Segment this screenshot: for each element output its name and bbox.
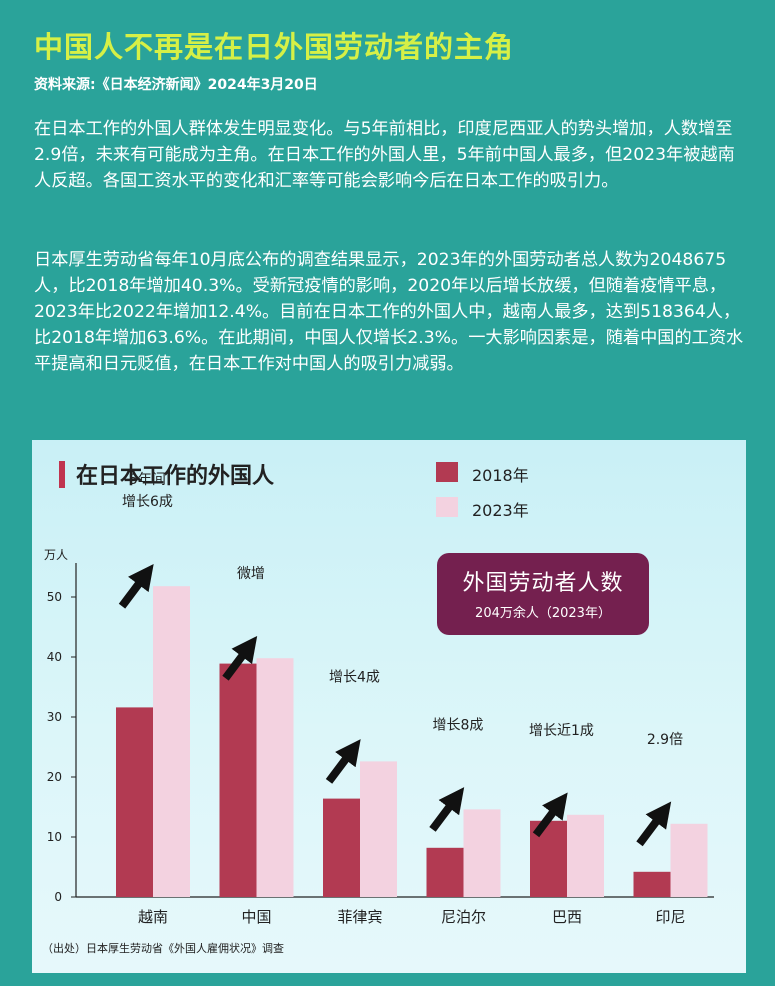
bar-2023 (153, 586, 190, 897)
chart-title: 在日本工作的外国人 (76, 464, 275, 489)
y-tick-label: 50 (47, 590, 62, 604)
bar-2018 (219, 663, 257, 897)
article-paragraph-1: 在日本工作的外国人群体发生明显变化。与5年前相比，印度尼西亚人的势头增加，人数增… (34, 119, 735, 191)
chart-title-accent (59, 461, 65, 488)
growth-annotation-text: 增长近1成 (529, 723, 594, 739)
growth-annotation-text: 增长8成 (432, 717, 483, 733)
bar-2023 (360, 761, 397, 897)
y-tick-label: 40 (47, 650, 62, 664)
growth-arrow-icon (532, 792, 568, 838)
callout-subtitle: 204万余人（2023年） (475, 606, 611, 621)
total-workers-callout: 外国劳动者人数 204万余人（2023年） (437, 553, 649, 635)
y-tick-label: 20 (47, 770, 62, 784)
y-tick-label: 30 (47, 710, 62, 724)
x-tick-label: 中国 (241, 908, 271, 926)
x-tick-label: 越南 (138, 908, 168, 926)
growth-arrow-icon (636, 801, 672, 847)
growth-annotation-text: 增长4成 (329, 669, 380, 685)
growth-annotation-text: 2.9倍 (647, 732, 683, 748)
growth-annotation-text: 5年间 (129, 472, 166, 488)
page-title: 中国人不再是在日外国劳动者的主角 (34, 30, 515, 64)
x-tick-label: 尼泊尔 (441, 908, 486, 926)
y-tick-label: 10 (47, 830, 62, 844)
bar-2018 (633, 871, 671, 897)
bar-2018 (116, 707, 153, 897)
bar-2023 (567, 814, 604, 897)
x-tick-label: 巴西 (552, 908, 582, 926)
legend-swatch-2023 (436, 497, 458, 517)
source-line: 资料来源:《日本经济新闻》2024年3月20日 (34, 77, 318, 93)
bar-2023 (256, 658, 294, 897)
growth-annotation-text: 微增 (237, 566, 265, 582)
x-tick-label: 菲律宾 (337, 908, 382, 926)
legend-label-2023: 2023年 (472, 501, 529, 520)
chart-panel: 在日本工作的外国人 2018年 2023年 万人 0 10 20 30 40 50 越南 5年… (32, 440, 746, 973)
article-paragraph-2: 日本厚生劳动省每年10月底公布的调查结果显示，2023年的外国劳动者总人数为20… (34, 250, 744, 374)
growth-arrow-icon (118, 563, 154, 609)
legend-swatch-2018 (436, 462, 458, 482)
x-tick-label: 印尼 (655, 908, 685, 926)
growth-arrow-icon (222, 635, 258, 681)
bar-2023 (463, 809, 501, 897)
bar-2023 (670, 823, 708, 897)
growth-arrow-icon (325, 739, 361, 784)
y-tick-label: 0 (54, 890, 62, 904)
y-axis-unit: 万人 (44, 548, 69, 562)
bar-2018 (426, 847, 464, 897)
legend-label-2018: 2018年 (472, 466, 529, 485)
growth-arrow-icon (429, 787, 465, 832)
growth-annotation-text: 增长6成 (122, 494, 173, 510)
bar-2018 (323, 798, 360, 897)
chart-source-footnote: （出处）日本厚生劳动省《外国人雇佣状况》调查 (42, 942, 284, 955)
callout-title: 外国劳动者人数 (462, 571, 624, 596)
